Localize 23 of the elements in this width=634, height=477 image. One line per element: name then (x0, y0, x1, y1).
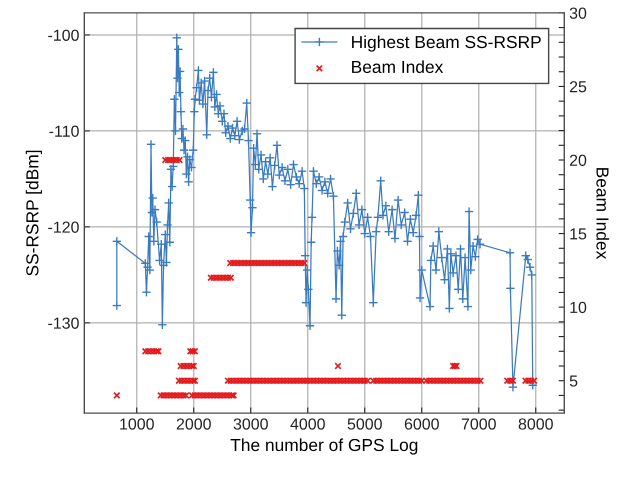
y-tick-label: -100 (48, 30, 79, 41)
y2-tick-label: 20 (570, 154, 586, 166)
x-tick-label: 1000 (120, 418, 154, 430)
y2-tick-label: 5 (570, 376, 578, 387)
x-tick-label: 2000 (176, 418, 211, 430)
y-tick-label: -120 (48, 222, 79, 233)
y-tick-label: -130 (48, 318, 79, 329)
y2-axis-title: Beam Index (596, 168, 610, 260)
x-tick-label: 3000 (234, 418, 268, 430)
y-axis-title: SS-RSRP [dBm] (26, 150, 42, 276)
legend-label: Beam Index (352, 60, 444, 74)
y2-tick-label: 25 (570, 81, 586, 92)
x-axis-title: The number of GPS Log (230, 438, 418, 455)
y2-tick-label: 30 (570, 8, 586, 19)
y2-tick-label: 15 (570, 228, 586, 240)
y-tick-label: -110 (49, 126, 79, 137)
x-tick-label: 8000 (518, 418, 553, 430)
x-tick-label: 4000 (290, 418, 325, 430)
legend-label: Highest Beam SS-RSRP (352, 35, 541, 52)
y2-tick-label: 10 (570, 302, 586, 314)
x-tick-label: 6000 (404, 418, 439, 430)
x-tick-label: 7000 (462, 418, 496, 430)
x-tick-label: 5000 (348, 418, 382, 430)
